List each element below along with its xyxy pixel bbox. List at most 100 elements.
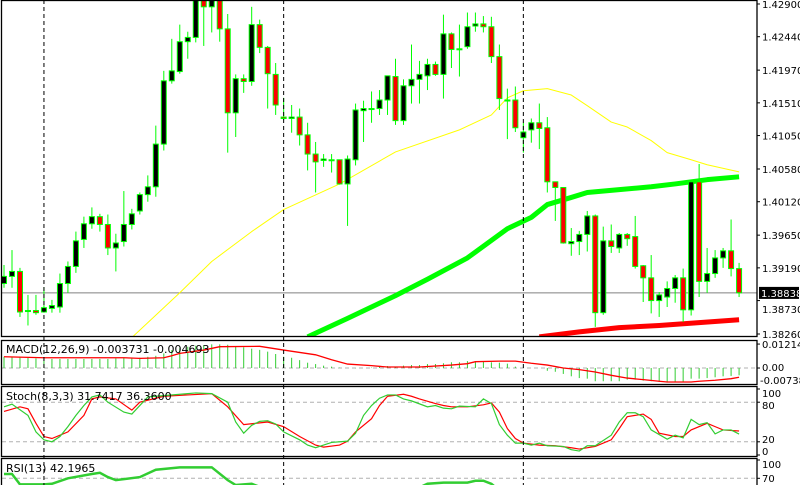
candle <box>704 247 711 293</box>
candle-body-bull <box>176 41 183 73</box>
candle <box>48 299 55 313</box>
candle-body-bull <box>504 99 511 102</box>
candle-body-bear <box>304 134 311 155</box>
candle <box>536 103 543 150</box>
candle <box>32 294 39 315</box>
macd-signal-line <box>3 345 740 383</box>
stochastic-axis-label: 0 <box>762 447 768 458</box>
candle <box>416 60 423 104</box>
candle-body-bear <box>240 78 247 83</box>
candle <box>464 12 471 49</box>
candle <box>152 125 159 197</box>
rsi-axis-label: 100 <box>762 460 781 471</box>
stochastic-main-line <box>3 392 740 452</box>
candle-body-bear <box>648 277 655 302</box>
candle <box>96 213 103 232</box>
candle-body-bear <box>32 310 39 314</box>
candle <box>448 32 455 68</box>
price-panel[interactable] <box>2 0 758 338</box>
candle-body-bear <box>488 26 495 58</box>
stochastic-panel[interactable]: Stoch(8,3,3) 31.7417 36.3600 <box>2 390 757 452</box>
candle <box>160 70 167 151</box>
candle-body-bull <box>400 85 407 122</box>
candle-body-bear <box>624 233 631 240</box>
candle <box>576 230 583 256</box>
candle-body-bull <box>360 108 367 112</box>
candle <box>288 104 295 133</box>
candle-body-bear <box>560 186 567 244</box>
candle <box>200 1 207 46</box>
candle <box>392 58 399 125</box>
candle <box>376 90 383 115</box>
candle-body-bull <box>408 78 415 87</box>
candle <box>488 16 495 64</box>
macd-axis-label: 0.00 <box>762 363 784 374</box>
candle <box>72 231 79 273</box>
candle-body-bear <box>480 23 487 28</box>
candle <box>440 14 447 99</box>
panel-frame-1 <box>0 339 758 386</box>
candle-body-bull <box>416 73 423 80</box>
rsi-panel[interactable]: RSI(13) 42.1965 <box>2 462 757 485</box>
candle <box>608 224 615 253</box>
candle-body-bull <box>440 33 447 75</box>
candle-body-bull <box>656 294 663 302</box>
candle <box>184 31 191 59</box>
candle <box>80 216 87 248</box>
candle <box>224 13 231 153</box>
candle-body-bull <box>376 99 383 110</box>
candle <box>504 88 511 140</box>
candle-body-bear <box>728 250 735 270</box>
candle <box>640 265 647 303</box>
candle-body-bear <box>536 122 543 129</box>
candle-body-bull <box>576 233 583 243</box>
candle <box>232 74 239 137</box>
candle-body-bull <box>712 257 719 275</box>
candle-body-bear <box>264 46 271 75</box>
candle-body-bull <box>160 80 167 145</box>
candle-body-bull <box>136 194 143 212</box>
candle-body-bear <box>216 1 223 30</box>
stochastic-axis-label: 80 <box>762 401 775 412</box>
candle-body-bear <box>544 127 551 183</box>
candle-body-bull <box>24 310 31 313</box>
candle-body-bull <box>344 158 351 185</box>
candle-body-bear <box>448 33 455 51</box>
candle-body-bull <box>128 213 135 225</box>
candle <box>624 233 631 246</box>
candle <box>368 91 375 123</box>
candle <box>696 164 703 298</box>
stochastic-axis-label: 20 <box>762 435 775 446</box>
candle-body-bull <box>472 23 479 27</box>
price-axis-label: 1.40120 <box>762 198 800 209</box>
candle <box>336 159 343 185</box>
candle <box>728 219 735 277</box>
candle-body-bull <box>352 109 359 161</box>
candle <box>104 214 111 256</box>
price-axis-label: 1.39190 <box>762 264 800 275</box>
macd-panel[interactable]: MACD(12,26,9) -0.003731 -0.004693 <box>2 343 757 383</box>
candle <box>136 192 143 215</box>
candle <box>672 274 679 303</box>
candle <box>8 250 15 288</box>
candle-body-bull <box>64 265 71 285</box>
rsi-axis-label: 70 <box>762 474 775 485</box>
candle <box>456 24 463 77</box>
candle <box>664 281 671 307</box>
candle-body-bull <box>48 305 55 309</box>
candle <box>64 261 71 293</box>
candle-body-bull <box>464 26 471 48</box>
candle-body-bull <box>368 108 375 111</box>
candle <box>592 214 599 327</box>
price-axis-label: 1.40580 <box>762 165 800 176</box>
candle-body-bull <box>72 240 79 267</box>
candle <box>2 265 7 288</box>
candle <box>216 1 223 42</box>
candle-body-bull <box>328 159 335 162</box>
candle <box>56 273 63 313</box>
candle-body-bear <box>296 116 303 136</box>
candle <box>600 226 607 315</box>
candle <box>240 74 247 93</box>
